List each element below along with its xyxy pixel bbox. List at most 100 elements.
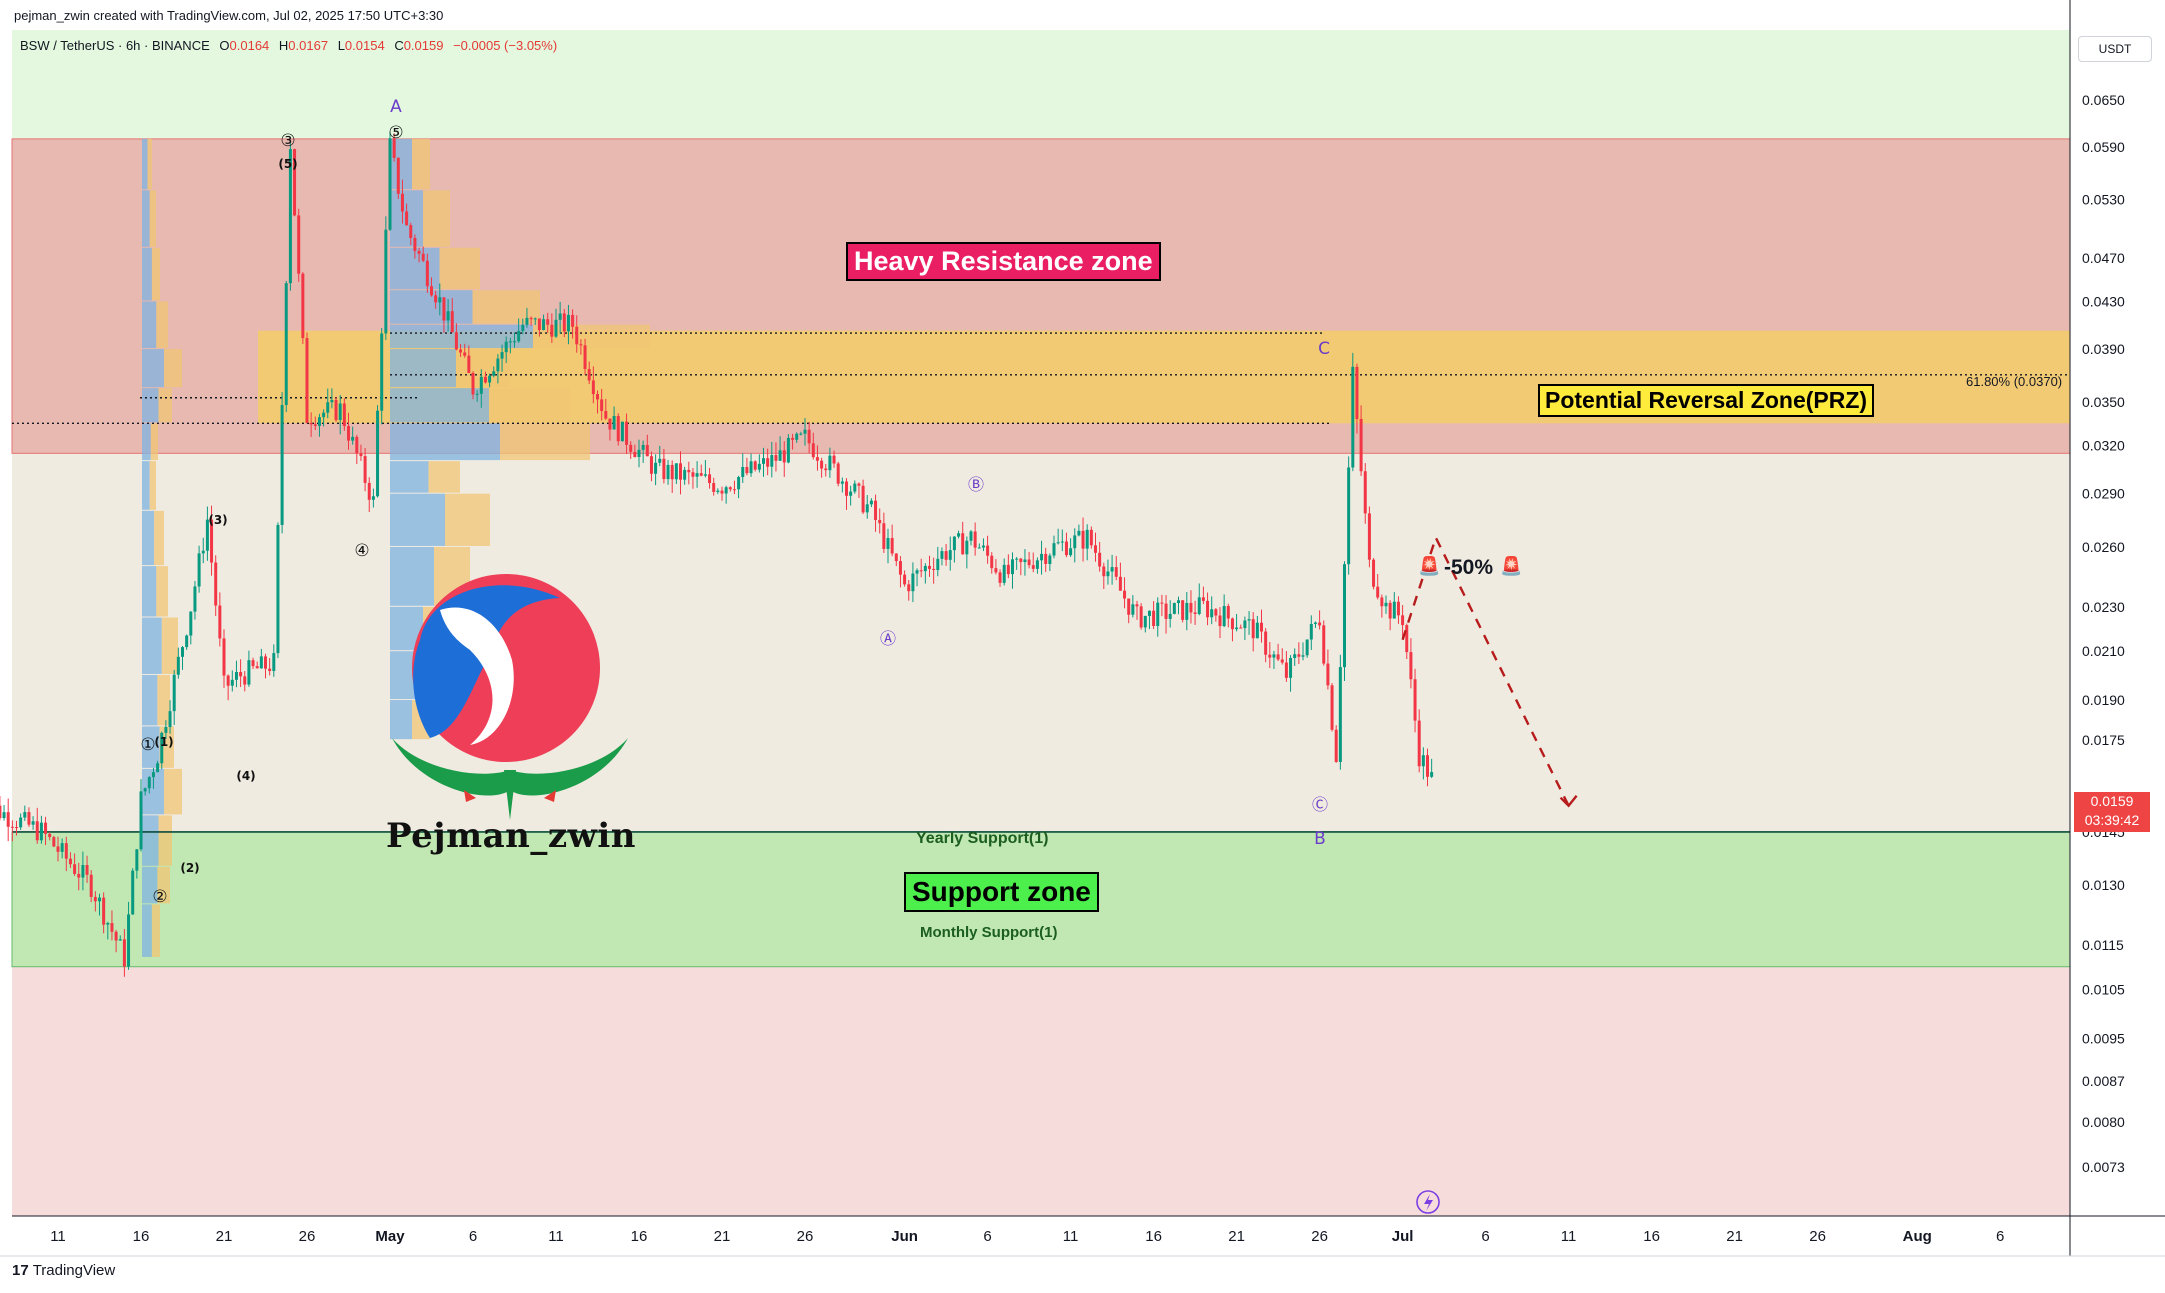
forecast-line (1401, 534, 1570, 807)
volume-profile-bar (157, 674, 170, 726)
candles (0, 131, 1434, 977)
price-tick-label: 0.0105 (2082, 981, 2125, 997)
volume-profile-bar (142, 349, 164, 388)
volume-profile-bar (150, 423, 158, 461)
candle-body (1276, 654, 1280, 660)
time-tick-label: Jul (1392, 1228, 1414, 1245)
candle-body (102, 897, 106, 925)
candle-body (10, 826, 14, 828)
candle-body (268, 668, 272, 672)
alarm-icon: 🚨 (1500, 556, 1523, 576)
prz-label[interactable]: Potential Reversal Zone(PRZ) (1538, 384, 1875, 417)
candle-body (811, 443, 815, 458)
candle-body (965, 540, 969, 555)
candle-body (438, 297, 442, 303)
candle-body (305, 338, 309, 423)
volume-profile-bar (164, 349, 182, 388)
candle-body (1110, 567, 1114, 572)
volume-profile-bar (142, 301, 157, 349)
candle-body (110, 923, 114, 932)
candle-body (778, 450, 782, 461)
candle-body (1135, 604, 1139, 607)
volume-profile-bar (142, 461, 150, 510)
candle-body (596, 394, 599, 400)
candle-body (1264, 631, 1268, 655)
currency-selector[interactable]: USDT (2078, 36, 2152, 62)
time-tick-label: Jun (891, 1228, 918, 1245)
candle-body (114, 931, 118, 941)
lightning-icon[interactable] (1416, 1190, 1440, 1214)
candle-body (1351, 366, 1355, 468)
wave-label: B (1314, 829, 1326, 849)
candle-body (176, 656, 180, 675)
candle-body (911, 573, 915, 592)
candle-body (388, 138, 392, 230)
candle-body (284, 283, 288, 405)
candle-body (969, 531, 973, 541)
candle-body (293, 149, 297, 216)
candle-body (488, 375, 492, 383)
candle-body (1430, 772, 1434, 777)
candle-body (164, 727, 168, 733)
candle-body (1160, 602, 1164, 604)
candle-body (1297, 654, 1301, 657)
time-tick-label: 16 (631, 1228, 648, 1245)
candle-body (886, 538, 890, 549)
time-tick-label: 6 (469, 1228, 477, 1245)
candle-body (1367, 513, 1371, 560)
wave-label: ③ (280, 131, 295, 151)
candle-body (1044, 553, 1048, 564)
candle-body (280, 404, 284, 525)
candle-body (226, 675, 230, 686)
change-value: −0.0005 (−3.05%) (453, 38, 558, 53)
candle-body (77, 873, 81, 878)
support-zone-label[interactable]: Support zone (904, 872, 1099, 912)
candle-body (44, 822, 48, 834)
candle-body (1405, 625, 1409, 653)
candle-body (64, 843, 68, 859)
candle-body (118, 939, 122, 941)
wave-label: Ⓒ (1312, 795, 1328, 814)
candle-body (612, 415, 616, 430)
candle-body (840, 481, 844, 484)
volume-profile-bar (142, 138, 148, 190)
candle-body (1380, 597, 1384, 607)
candle-body (160, 732, 164, 764)
volume-profile-bar (151, 247, 160, 301)
candle-body (803, 429, 807, 434)
candle-body (1002, 564, 1006, 583)
candle-body (359, 453, 363, 457)
candle-body (749, 461, 753, 474)
wave-label: (5) (278, 157, 297, 171)
candle-body (1064, 541, 1068, 556)
symbol-legend[interactable]: BSW / TetherUS · 6h · BINANCE O0.0164 H0… (20, 38, 558, 53)
wave-label: ④ (354, 541, 369, 561)
candle-body (131, 870, 135, 915)
candle-body (874, 500, 878, 520)
candle-body (1330, 685, 1334, 730)
time-tick-label: 11 (548, 1228, 564, 1245)
resistance-zone-label[interactable]: Heavy Resistance zone (846, 242, 1161, 281)
candle-body (405, 211, 409, 226)
candle-body (500, 352, 504, 359)
price-tick-label: 0.0430 (2082, 293, 2125, 309)
candle-body (1123, 590, 1127, 599)
price-axis-bg (2070, 30, 2165, 1216)
candle-body (720, 490, 724, 494)
time-tick-label: May (375, 1228, 405, 1245)
time-tick-label: 26 (1311, 1228, 1328, 1245)
candle-body (201, 550, 205, 554)
candle-body (737, 477, 741, 490)
candle-body (928, 565, 931, 569)
candle-body (898, 561, 902, 575)
candle-body (662, 458, 666, 480)
candle-body (1006, 564, 1010, 575)
monthly-support-label: Monthly Support(1) (920, 924, 1058, 941)
candle-body (508, 341, 512, 343)
candle-body (376, 410, 380, 497)
candle-body (799, 433, 803, 435)
candle-body (948, 550, 952, 560)
candle-body (1147, 610, 1151, 616)
tradingview-footer[interactable]: 17 TradingView (12, 1262, 115, 1279)
